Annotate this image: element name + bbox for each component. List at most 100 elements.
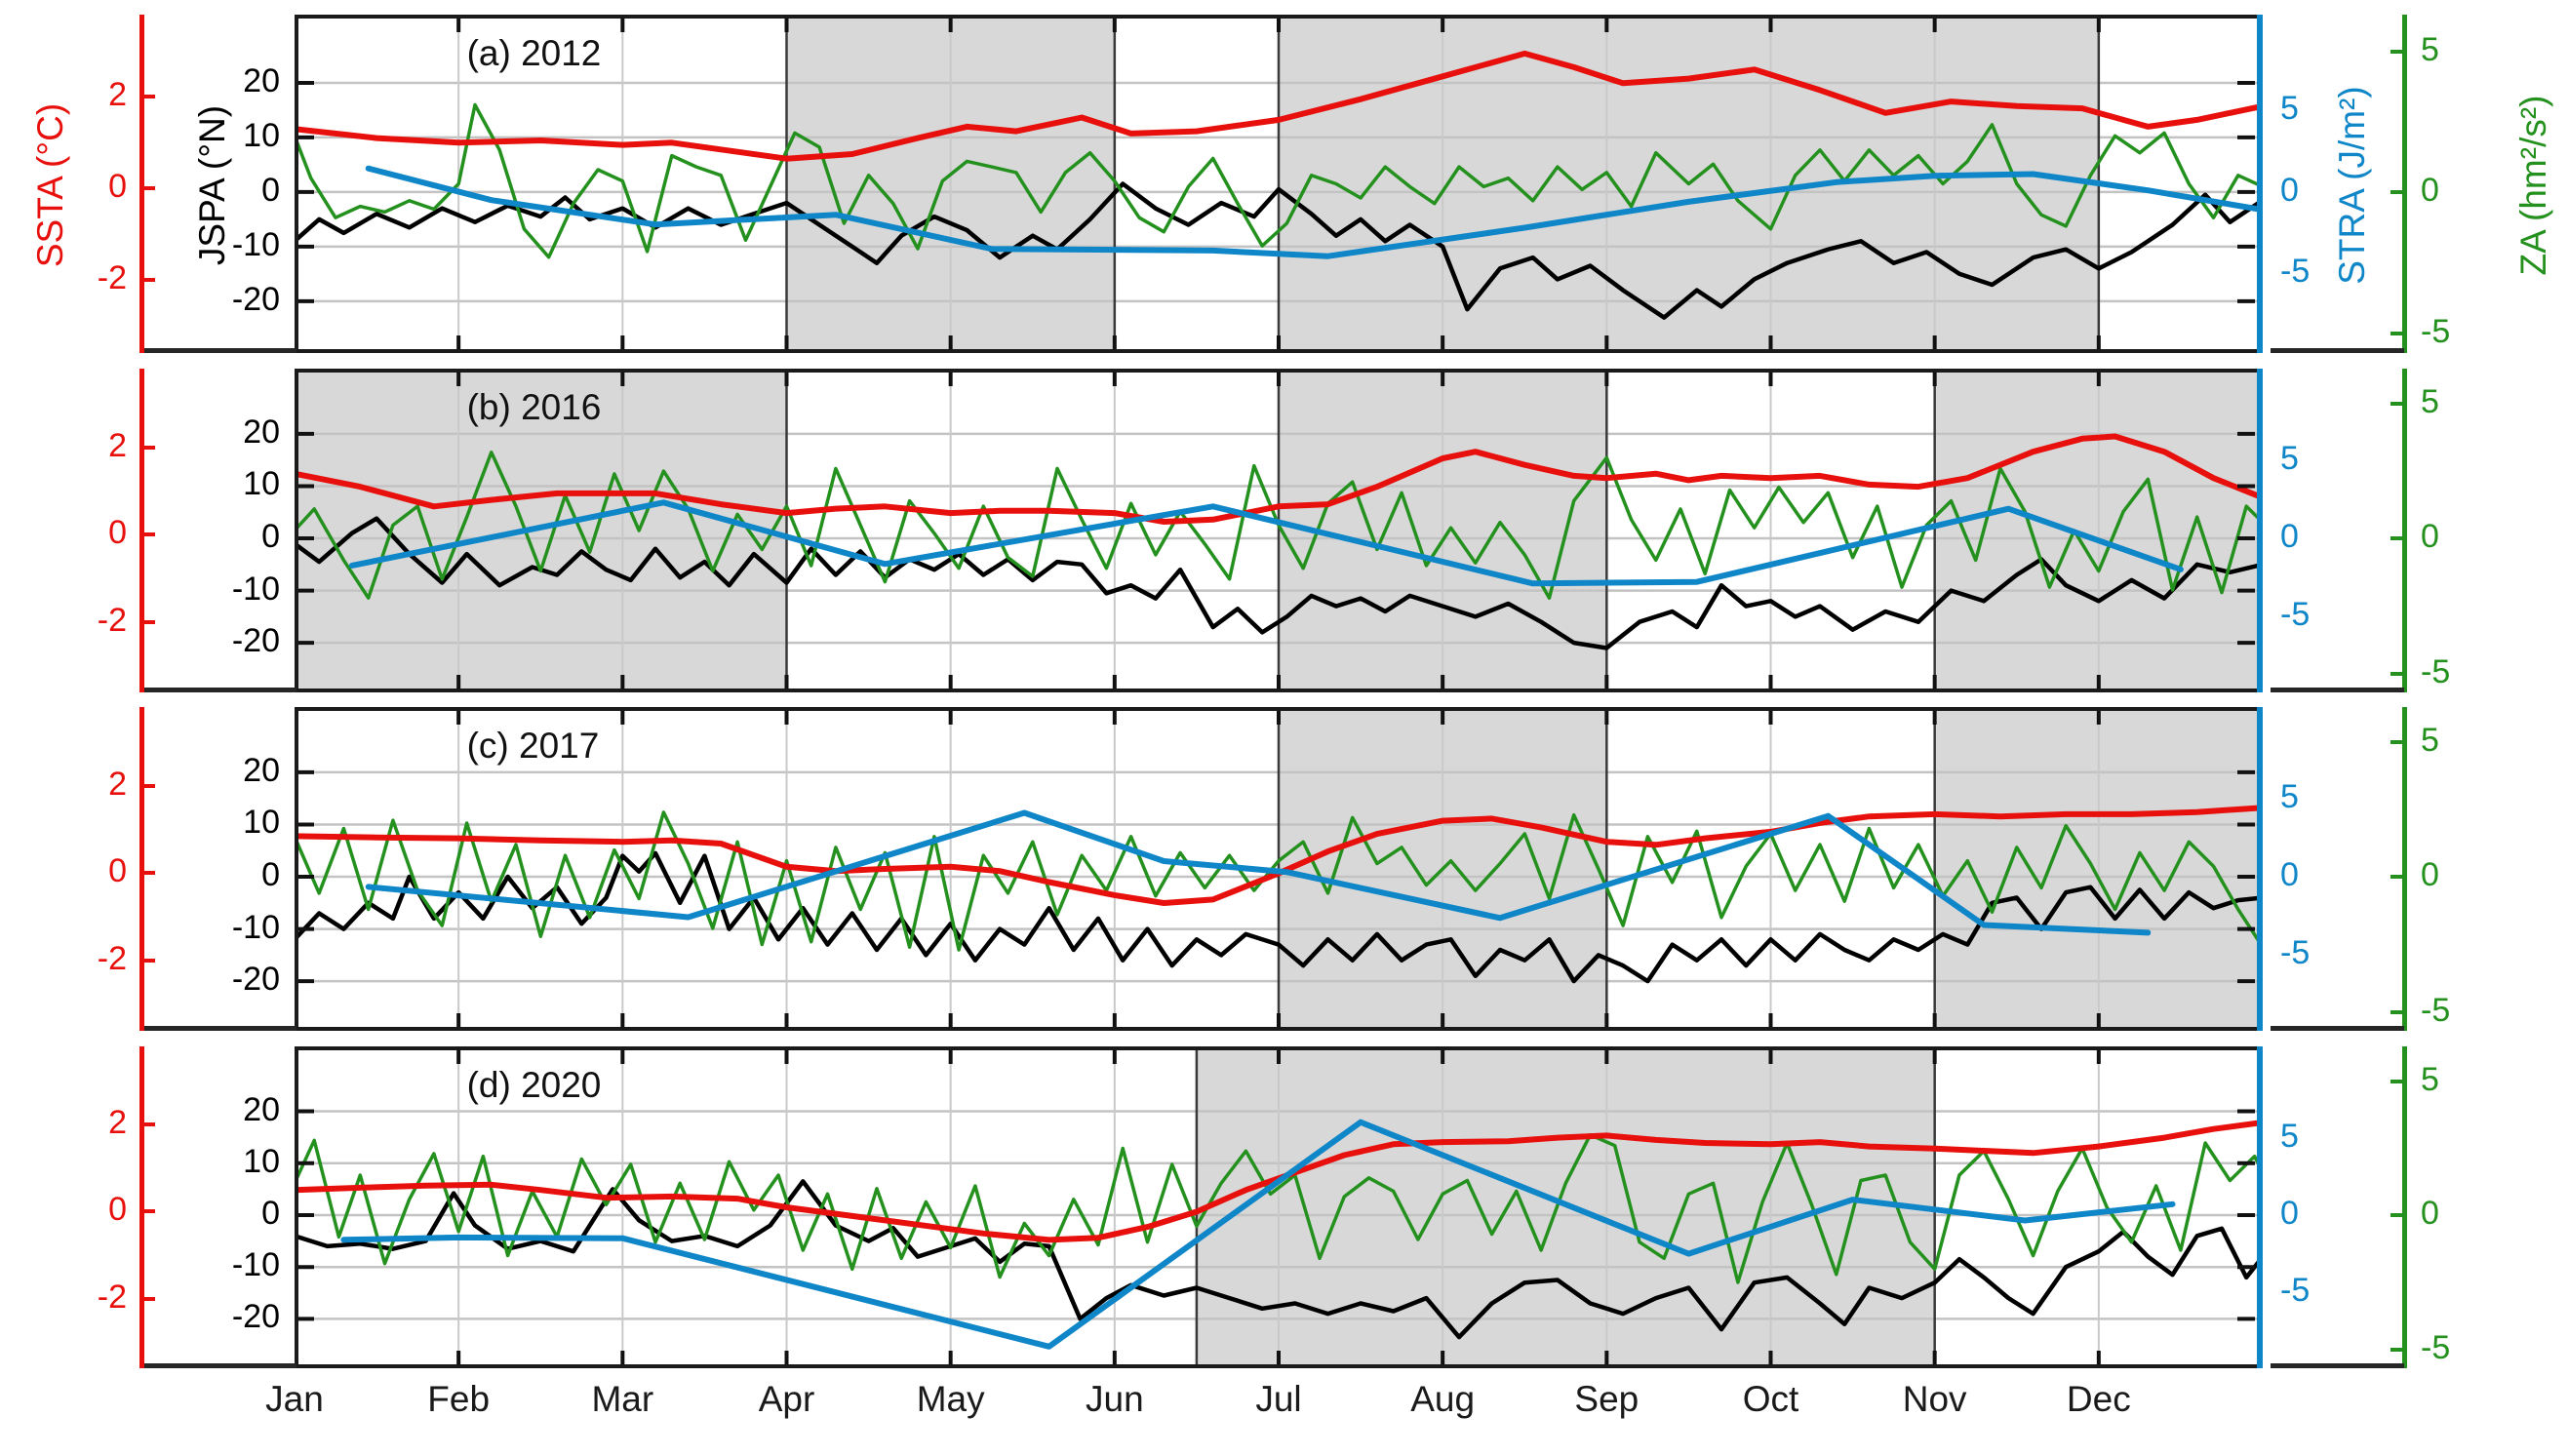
panel-label: (b) 2016 — [467, 387, 602, 427]
ssta-axis-line — [139, 15, 144, 353]
jspa-tick-label: 10 — [243, 804, 280, 842]
za-axis-line — [2402, 707, 2407, 1031]
stra-line — [340, 1119, 2176, 1350]
month-label-apr: Apr — [758, 1379, 815, 1419]
ssta-tick-label: 2 — [108, 426, 127, 464]
ssta-axis-line — [139, 369, 144, 692]
ssta-tick — [144, 1209, 155, 1214]
jspa-tick-label: 20 — [243, 413, 280, 451]
month-label-mar: Mar — [591, 1379, 654, 1419]
jspa-tick-label: -20 — [231, 622, 280, 660]
za-tick — [2390, 536, 2402, 541]
shaded-region — [295, 371, 787, 690]
jspa-tick-label: 20 — [243, 61, 280, 99]
left-gutter-baseline — [144, 1026, 296, 1031]
ssta-tick — [144, 620, 155, 625]
panel-plot-d: (d) 2020 — [295, 1046, 2263, 1368]
x-axis-month-labels: Jan Feb Mar Apr May Jun Jul Aug Sep Oct Nov Dec — [265, 1379, 2263, 1437]
stra-tick-label: 0 — [2280, 1194, 2299, 1232]
month-label-oct: Oct — [1742, 1379, 1799, 1419]
ssta-line — [295, 433, 2263, 525]
stra-line — [365, 165, 2263, 259]
jspa-tick-label: 10 — [243, 116, 280, 154]
stra-tick-label: 5 — [2280, 778, 2299, 816]
month-label-sep: Sep — [1574, 1379, 1640, 1419]
stra-tick-label: 5 — [2280, 1117, 2299, 1155]
jspa-tick-label: -10 — [231, 225, 280, 263]
panel-plot-b: (b) 2016 — [295, 369, 2263, 692]
ssta-tick-label: 0 — [108, 1191, 127, 1229]
ssta-tick-label: 0 — [108, 168, 127, 206]
left-gutter-baseline — [144, 1363, 296, 1368]
stra-tick-label: -5 — [2280, 595, 2311, 633]
stra-tick-label: -5 — [2280, 933, 2311, 971]
ssta-tick — [144, 871, 155, 876]
month-label-may: May — [916, 1379, 985, 1419]
panel-label: (d) 2020 — [467, 1065, 602, 1105]
ssta-tick — [144, 959, 155, 964]
za-axis-line — [2402, 15, 2407, 353]
ssta-tick — [144, 186, 155, 191]
ssta-tick — [144, 445, 155, 450]
stra-tick-label: 0 — [2280, 517, 2299, 555]
right-gutter-baseline — [2271, 1363, 2404, 1368]
month-label-jan: Jan — [265, 1379, 324, 1419]
jspa-tick-label: 20 — [243, 751, 280, 789]
za-tick-label: 5 — [2421, 30, 2439, 68]
za-axis-line — [2402, 1046, 2407, 1368]
za-tick-label: 0 — [2421, 856, 2439, 894]
za-line — [295, 810, 2263, 952]
ssta-axis-line — [139, 1046, 144, 1368]
stra-line — [348, 499, 2184, 587]
stra-tick-label: 0 — [2280, 171, 2299, 209]
stra-tick-label: -5 — [2280, 1272, 2311, 1310]
jspa-line — [295, 181, 2263, 320]
za-tick — [2390, 49, 2402, 54]
za-tick — [2390, 1213, 2402, 1218]
za-tick — [2390, 875, 2402, 880]
stra-tick-label: 5 — [2280, 90, 2299, 128]
stra-tick-label: 0 — [2280, 855, 2299, 893]
jspa-tick-label: -10 — [231, 570, 280, 608]
month-label-nov: Nov — [1902, 1379, 1967, 1419]
ssta-tick — [144, 532, 155, 537]
za-tick-label: -5 — [2421, 312, 2451, 350]
left-gutter-baseline — [144, 348, 296, 353]
jspa-line — [295, 850, 2263, 984]
right-gutter-baseline — [2271, 688, 2404, 692]
za-tick — [2390, 190, 2402, 195]
ssta-tick — [144, 1296, 155, 1301]
jspa-tick-label: 0 — [261, 171, 280, 209]
ssta-axis-line — [139, 707, 144, 1031]
za-tick-label: -5 — [2421, 1328, 2451, 1366]
jspa-tick-label: -20 — [231, 1298, 280, 1336]
month-label-dec: Dec — [2066, 1379, 2131, 1419]
za-tick-label: 0 — [2421, 172, 2439, 210]
chart-panel-a: (a) 2012 — [295, 15, 2263, 353]
za-tick — [2390, 331, 2402, 335]
ssta-tick — [144, 1122, 155, 1127]
month-label-jul: Jul — [1255, 1379, 1302, 1419]
jspa-tick-label: 10 — [243, 1142, 280, 1180]
za-tick-label: -5 — [2421, 652, 2451, 690]
za-axis-line — [2402, 369, 2407, 692]
right-gutter-baseline — [2271, 1026, 2404, 1031]
panel-label: (c) 2017 — [467, 726, 600, 766]
jspa-tick-label: 20 — [243, 1090, 280, 1128]
ssta-tick — [144, 783, 155, 788]
stra-tick-label: 5 — [2280, 440, 2299, 478]
ssta-line — [295, 50, 2263, 162]
chart-panel-b: (b) 2016 — [295, 369, 2263, 692]
panel-plot-a: (a) 2012 — [295, 15, 2263, 353]
left-gutter-baseline — [144, 688, 296, 692]
za-tick-label: 0 — [2421, 1195, 2439, 1233]
ssta-tick-label: 2 — [108, 76, 127, 114]
ssta-tick-label: 0 — [108, 852, 127, 890]
chart-panel-c: (c) 2017 — [295, 707, 2263, 1031]
za-tick-label: 0 — [2421, 518, 2439, 556]
ssta-tick-label: -2 — [97, 940, 127, 978]
ssta-tick — [144, 95, 155, 99]
stra-line — [365, 809, 2152, 936]
month-label-jun: Jun — [1086, 1379, 1144, 1419]
ssta-tick-label: -2 — [97, 258, 127, 296]
